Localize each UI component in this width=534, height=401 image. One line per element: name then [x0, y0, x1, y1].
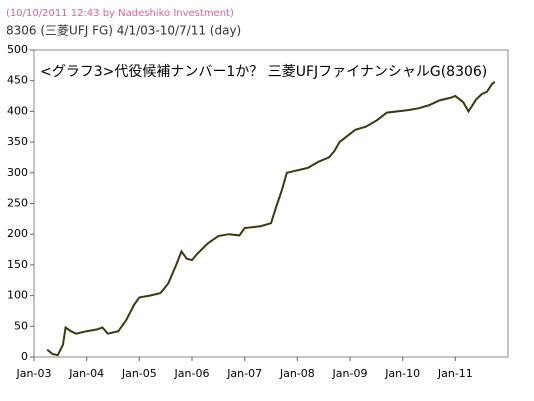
y-tick-label: 0 [21, 350, 28, 363]
subtitle: 8306 (三菱UFJ FG) 4/1/03-10/7/11 (day) [6, 24, 241, 38]
x-tick-label: Jan-03 [16, 367, 52, 380]
credit: (10/10/2011 12:43 by Nadeshiko Investmen… [6, 8, 234, 19]
x-tick-label: Jan-09 [332, 367, 368, 380]
y-tick-label: 400 [7, 104, 28, 117]
x-tick-label: Jan-10 [384, 367, 420, 380]
y-tick-label: 150 [7, 258, 28, 271]
x-tick-label: Jan-07 [226, 367, 262, 380]
y-tick-label: 450 [7, 74, 28, 87]
x-tick-label: Jan-05 [121, 367, 157, 380]
y-tick-label: 250 [7, 197, 28, 210]
plot-area [33, 49, 509, 358]
x-tick-label: Jan-06 [174, 367, 210, 380]
y-tick-label: 500 [7, 43, 28, 56]
x-tick-label: Jan-04 [68, 367, 104, 380]
x-tick-label: Jan-08 [279, 367, 315, 380]
y-tick-label: 200 [7, 227, 28, 240]
x-tick-label: Jan-11 [437, 367, 473, 380]
y-tick-label: 300 [7, 166, 28, 179]
y-tick-label: 350 [7, 135, 28, 148]
y-tick-label: 50 [14, 319, 28, 332]
price-line [46, 81, 496, 357]
y-tick-label: 100 [7, 289, 28, 302]
chart-title: <グラフ3>代役候補ナンバー1か？ 三菱UFJファイナンシャルG(8306) [40, 64, 487, 80]
